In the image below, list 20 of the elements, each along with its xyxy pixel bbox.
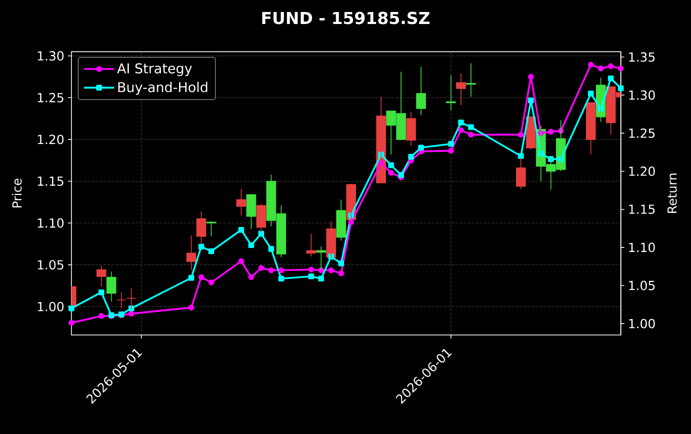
y-tick-label: 1.10	[38, 218, 64, 228]
y-axis-title: Price	[12, 178, 22, 208]
y2-tick-label: 1.25	[629, 128, 655, 138]
y-tick-label: 1.30	[38, 51, 64, 61]
legend-label: AI Strategy	[117, 63, 192, 76]
y-tick-label: 1.25	[38, 92, 64, 102]
y-tick-label: 1.00	[38, 302, 64, 312]
chart-title: FUND - 159185.SZ	[262, 12, 430, 24]
y2-tick-label: 1.05	[629, 280, 655, 290]
y-tick-label: 1.15	[38, 176, 64, 186]
y-tick-label: 1.20	[38, 134, 64, 144]
y2-tick-label: 1.20	[629, 166, 655, 176]
y2-tick-label: 1.10	[629, 242, 655, 252]
y2-tick-label: 1.00	[629, 318, 655, 328]
y2-axis-title: Return	[668, 174, 677, 213]
y-tick-label: 1.05	[38, 260, 64, 270]
y2-tick-label: 1.30	[629, 90, 655, 100]
legend-label: Buy-and-Hold	[118, 82, 208, 95]
y2-tick-label: 1.15	[629, 204, 655, 214]
y2-tick-label: 1.35	[629, 52, 655, 62]
